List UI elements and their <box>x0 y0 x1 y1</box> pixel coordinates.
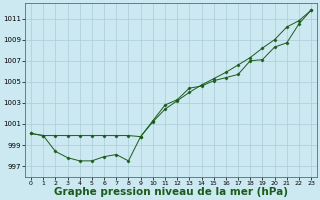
X-axis label: Graphe pression niveau de la mer (hPa): Graphe pression niveau de la mer (hPa) <box>54 187 288 197</box>
